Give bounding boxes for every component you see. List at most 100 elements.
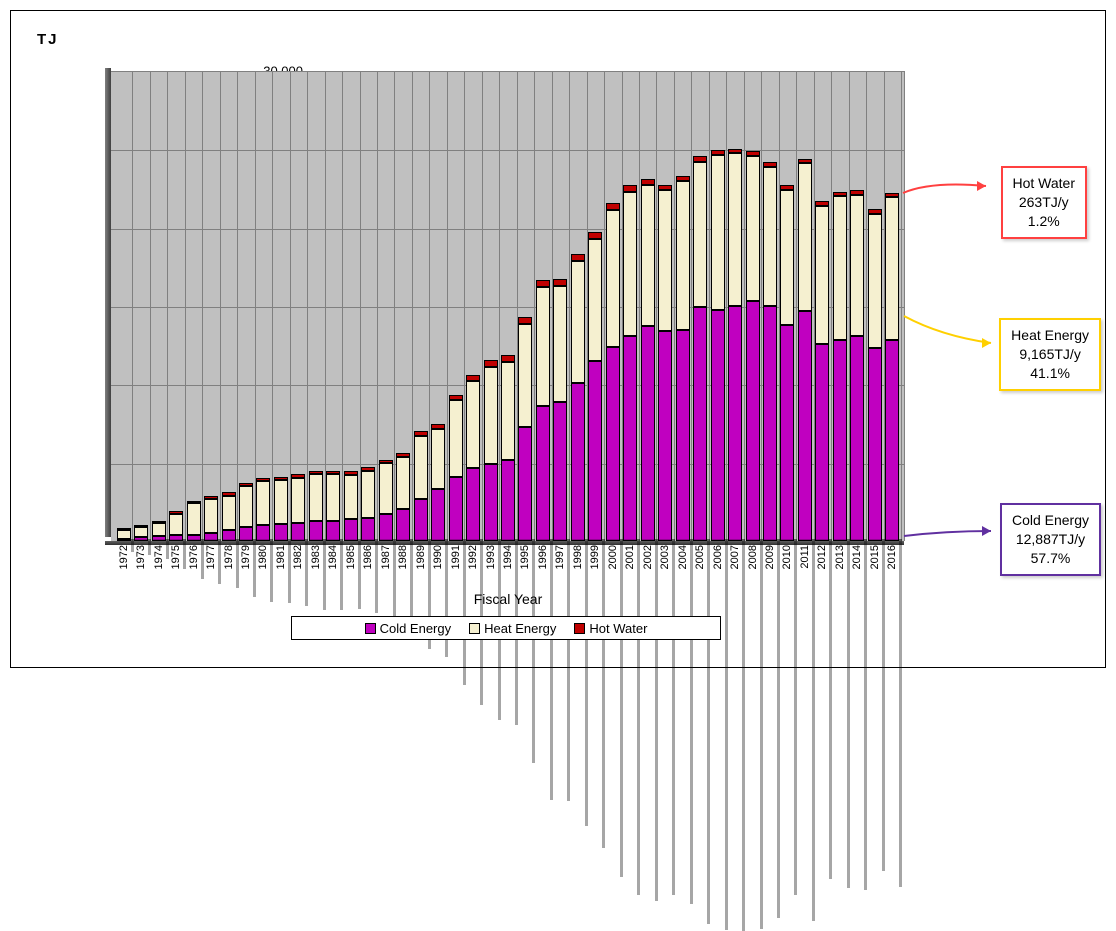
- x-tick-label: 1973: [135, 545, 147, 569]
- x-tick-label: 2000: [607, 545, 619, 569]
- bar-seg-heat: [187, 503, 201, 534]
- bar-3d-top: [624, 539, 640, 541]
- x-tick-label: 2003: [659, 545, 671, 569]
- bar-seg-heat: [134, 527, 148, 537]
- x-tick-label: 1989: [415, 545, 427, 569]
- bar-seg-hot: [518, 317, 532, 324]
- bar-seg-hot: [449, 395, 463, 400]
- bar-3d-side: [183, 539, 186, 569]
- bar-seg-hot: [344, 471, 358, 475]
- x-tick-label: 1978: [223, 545, 235, 569]
- callout-cold-energy: Cold Energy 12,887TJ/y 57.7%: [1000, 503, 1101, 576]
- bar-seg-heat: [693, 162, 707, 307]
- bar-seg-heat: [833, 196, 847, 340]
- x-tick-label: 2002: [642, 545, 654, 569]
- bar-seg-cold: [466, 468, 480, 541]
- callout-heat-energy: Heat Energy 9,165TJ/y 41.1%: [999, 318, 1101, 391]
- bar-seg-hot: [274, 477, 288, 480]
- bar-seg-hot: [850, 190, 864, 195]
- bar-seg-heat: [326, 474, 340, 521]
- bar-3d-top: [292, 539, 308, 541]
- bar-seg-cold: [553, 402, 567, 541]
- bar-seg-cold: [501, 460, 515, 541]
- bar-seg-heat: [256, 481, 270, 525]
- x-tick-label: 2009: [764, 545, 776, 569]
- bar-seg-hot: [780, 185, 794, 190]
- bar-seg-heat: [850, 195, 864, 336]
- chart-frame: TJ 05,00010,00015,00020,00025,00030,000 …: [10, 10, 1106, 668]
- bar-3d-top: [607, 539, 623, 541]
- x-tick-label: 1983: [310, 545, 322, 569]
- bar-3d-side: [236, 539, 239, 588]
- bar-seg-cold: [484, 464, 498, 541]
- bar-seg-heat: [885, 197, 899, 341]
- callout-cold-line2: 12,887TJ/y: [1012, 530, 1089, 549]
- bar-seg-hot: [361, 467, 375, 471]
- bar-seg-heat: [152, 523, 166, 536]
- bar-seg-hot: [431, 424, 445, 429]
- bar-seg-heat: [623, 192, 637, 336]
- bar-seg-hot: [885, 193, 899, 197]
- x-tick-label: 1981: [275, 545, 287, 569]
- legend-item-cold: Cold Energy: [365, 621, 452, 636]
- bar-seg-heat: [431, 429, 445, 489]
- bar-3d-top: [729, 539, 745, 541]
- bar-seg-cold: [676, 330, 690, 541]
- bar-seg-heat: [518, 324, 532, 427]
- bar-seg-cold: [658, 331, 672, 541]
- bar-3d-top: [135, 539, 151, 541]
- bar-seg-hot: [798, 159, 812, 164]
- bar-3d-top: [799, 539, 815, 541]
- bar-seg-cold: [868, 348, 882, 541]
- bar-seg-hot: [309, 471, 323, 475]
- bar-seg-heat: [379, 463, 393, 513]
- bar-seg-heat: [239, 486, 253, 527]
- bar-seg-cold: [763, 306, 777, 541]
- bar-3d-top: [747, 539, 763, 541]
- bar-seg-hot: [711, 150, 725, 155]
- bar-seg-hot: [676, 176, 690, 181]
- x-tick-label: 1998: [572, 545, 584, 569]
- bar-3d-top: [537, 539, 553, 541]
- x-tick-label: 2015: [869, 545, 881, 569]
- x-tick-label: 1987: [380, 545, 392, 569]
- bar-seg-hot: [134, 525, 148, 527]
- x-tick-label: 2004: [677, 545, 689, 569]
- x-tick-label: 1982: [292, 545, 304, 569]
- bar-3d-top: [188, 539, 204, 541]
- callout-heat-line3: 41.1%: [1011, 364, 1089, 383]
- bar-3d-top: [694, 539, 710, 541]
- bar-seg-hot: [693, 156, 707, 161]
- bar-seg-heat: [396, 457, 410, 509]
- bar-seg-heat: [309, 474, 323, 521]
- x-tick-label: 1974: [153, 545, 165, 569]
- bar-3d-top: [764, 539, 780, 541]
- bar-seg-cold: [361, 518, 375, 542]
- x-tick-label: 1975: [170, 545, 182, 569]
- bar-3d-top: [886, 539, 902, 541]
- bar-seg-hot: [187, 501, 201, 503]
- x-tick-label: 2012: [816, 545, 828, 569]
- x-tick-label: 1984: [327, 545, 339, 569]
- bar-seg-heat: [658, 190, 672, 331]
- bar-seg-hot: [501, 355, 515, 362]
- x-tick-label: 2001: [624, 545, 636, 569]
- bar-seg-cold: [518, 427, 532, 541]
- bars-layer: [111, 72, 904, 541]
- x-tick-label: 1995: [519, 545, 531, 569]
- bar-3d-side: [882, 539, 885, 871]
- x-tick-label: 2008: [747, 545, 759, 569]
- bar-seg-cold: [815, 344, 829, 541]
- x-tick-label: 1990: [432, 545, 444, 569]
- bar-seg-cold: [431, 489, 445, 541]
- bar-seg-heat: [169, 514, 183, 535]
- bar-seg-hot: [396, 453, 410, 457]
- bar-3d-side: [393, 539, 396, 620]
- bar-3d-top: [257, 539, 273, 541]
- bar-seg-heat: [466, 381, 480, 468]
- bar-3d-side: [585, 539, 588, 826]
- plot-area: [111, 71, 905, 541]
- bar-seg-cold: [606, 347, 620, 541]
- bar-seg-cold: [885, 340, 899, 541]
- bar-seg-heat: [484, 367, 498, 464]
